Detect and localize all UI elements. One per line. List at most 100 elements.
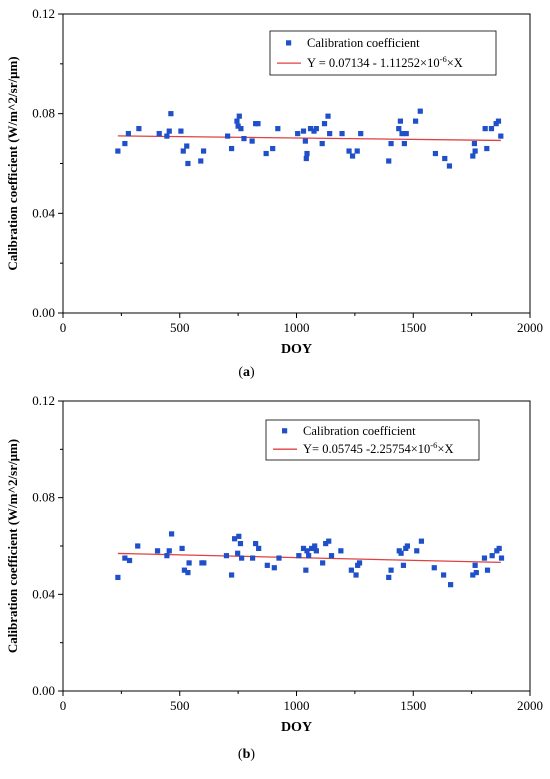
panel-a-data-point [401, 140, 407, 147]
panel-a-data-point [275, 126, 281, 132]
panel-a-data-point [417, 108, 423, 114]
panel-a-data-point [241, 135, 247, 142]
panel-b-data-point [256, 545, 262, 552]
panel-b-data-point [353, 572, 359, 578]
panel-a-data-point [200, 148, 207, 154]
panel-a-data-point [482, 126, 488, 132]
panel-b-data-point [348, 567, 354, 573]
panel-b-data-point [235, 550, 241, 556]
panel-a-data-point [125, 131, 131, 137]
panel-b-data-point [398, 550, 404, 556]
panel-a-data-point [488, 126, 495, 132]
panel-a-data-point [396, 126, 402, 132]
panel-b-legend-label-fit: Y= 0.05745 -2.25754×10-6×X [303, 440, 453, 456]
panel-a-data-point [115, 148, 121, 154]
panel-a-data-point [403, 131, 409, 137]
panel-a-data-point [349, 153, 356, 159]
panel-a-data-point [339, 131, 345, 137]
panel-a-data-point [234, 118, 240, 124]
panel-a-data-point [263, 150, 269, 157]
panel-b-data-point [309, 545, 315, 552]
panel-b-data-point [179, 545, 185, 552]
panel-a-data-point [471, 140, 478, 147]
panel-a-data-point [164, 133, 170, 139]
panel-a-legend-label-fit: Y = 0.07134 - 1.11252×10-6×X [307, 54, 463, 70]
panel-a-x-tick-label: 500 [170, 320, 190, 335]
panel-b-data-point [168, 531, 175, 537]
panel-a-data-point [185, 160, 191, 167]
panel-b-data-point [320, 560, 326, 566]
panel-a-x-tick-label: 1500 [400, 320, 426, 335]
panel-a-data-point [295, 131, 301, 137]
panel-b-data-point [448, 582, 454, 588]
panel-a-fit-line [117, 135, 501, 142]
panel-a-x-tick-label: 2000 [517, 320, 543, 335]
panel-a-y-tick-label: 0.12 [32, 6, 55, 21]
panel-b-x-tick-label: 2000 [517, 698, 543, 713]
panel-b-data-point [489, 553, 495, 559]
panel-b-data-point [441, 572, 447, 578]
panel-a-data-point [178, 128, 184, 134]
panel-b-data-point [239, 555, 245, 561]
panel-a-data-point [198, 158, 204, 164]
panel-b-data-point [498, 555, 505, 561]
panel-a-data-point [399, 131, 405, 137]
panel-a-data-point [346, 148, 352, 154]
panel-b-data-point [126, 557, 133, 564]
panel-a-data-point [446, 163, 453, 169]
panel-b-data-point [264, 562, 270, 568]
panel-a-data-point [235, 123, 241, 129]
panel-a-legend-label-points: Calibration coefficient [307, 36, 420, 50]
panel-a-data-point [238, 126, 244, 132]
panel-b-x-axis-title: DOY [281, 720, 312, 735]
panel-b-data-point [323, 540, 329, 547]
panel-a-data-point [319, 140, 325, 147]
panel-a-data-point [236, 113, 242, 119]
panel-a-data-point [303, 155, 309, 162]
panel-a-data-point [321, 121, 328, 127]
panel-a-data-point [325, 113, 331, 119]
scatter-chart-b: 0 500 1000 1500 2000 0.00 0.04 0.08 0.12 DOY Calib… [5, 393, 543, 762]
panel-a-data-point [358, 131, 364, 137]
panel-b-data-point [122, 555, 128, 561]
panel-a-data-point [168, 111, 174, 117]
panel-b-data-point [237, 540, 244, 547]
panel-b-data-point [473, 569, 479, 576]
panel-a-data-point [327, 131, 333, 137]
panel-b-legend-label-points: Calibration coefficient [303, 424, 416, 438]
panel-a-data-point [397, 118, 404, 124]
panel-b-data-point [185, 569, 191, 576]
panel-a-y-tick-label: 0.04 [32, 205, 55, 220]
panel-a-y-tick-label: 0.08 [32, 106, 55, 121]
panel-a-data-point [122, 140, 128, 147]
panel-b-data-point [223, 553, 230, 559]
panel-a-data-point [432, 150, 439, 157]
panel-b-data-point [181, 567, 188, 573]
panel-a-data-point [354, 148, 360, 154]
panel-b-data-point [484, 567, 491, 573]
panel-b-data-point [201, 560, 207, 566]
panel-b-data-point [232, 536, 238, 542]
panel-b-data-point [164, 553, 170, 559]
panel-a-data-point [249, 138, 255, 144]
panel-b-data-point [472, 562, 478, 568]
panel-a-data-point [307, 126, 314, 132]
panel-b-y-tick-label: 0.08 [32, 490, 55, 505]
panel-b-data-point [400, 562, 407, 568]
panel-b-y-axis-title: Calibration coefficient (W/m^2/sr/μm) [5, 439, 20, 653]
panel-b-data-point [303, 567, 309, 573]
panel-b-data-point [300, 545, 307, 552]
panel-a-data-point [470, 153, 476, 159]
panel-a-data-point [386, 158, 392, 164]
panel-a-x-tick-label: 1000 [284, 320, 310, 335]
panel-a-data-point [484, 145, 490, 152]
chart-panel-b: 0 500 1000 1500 2000 0.00 0.04 0.08 0.12 DOY Calib… [0, 390, 550, 779]
panel-b-data-point [326, 538, 332, 544]
panel-b-data-point [304, 548, 310, 554]
panel-a-data-point [136, 126, 142, 132]
panel-b-y-tick-label: 0.12 [32, 393, 55, 408]
panel-b-data-point [481, 555, 488, 561]
panel-b-data-point [338, 548, 344, 554]
panel-a-data-point [412, 118, 419, 124]
panel-a-data-point [225, 133, 231, 139]
